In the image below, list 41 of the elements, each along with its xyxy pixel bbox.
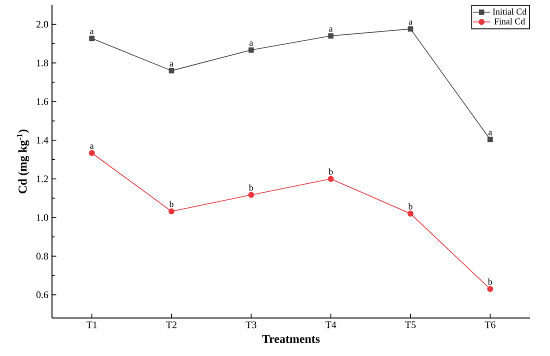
- point: [248, 47, 254, 53]
- annotation: a: [90, 144, 94, 149]
- y-tick-label: 1.0: [36, 214, 48, 221]
- annotation: b: [488, 278, 492, 285]
- annotation: a: [170, 62, 174, 67]
- annotation: b: [328, 168, 333, 175]
- y-tick-label: 2.0: [36, 20, 48, 28]
- point: [89, 36, 95, 42]
- y-tick-label: 0.8: [36, 252, 48, 260]
- point: [487, 286, 494, 292]
- point: [168, 68, 174, 74]
- annotation: a: [249, 42, 254, 46]
- annotation: b: [248, 184, 254, 191]
- point: [328, 176, 334, 182]
- y-axis-title: Cd (mg kg$^{-1}$): [16, 130, 30, 194]
- point: [487, 136, 493, 142]
- y-tick-label: 1.8: [36, 60, 48, 66]
- annotation: a: [408, 20, 412, 25]
- annotation: b: [169, 200, 174, 208]
- point: [408, 210, 414, 217]
- point: [88, 150, 95, 156]
- x-tick-label: T6: [484, 322, 496, 328]
- annotation: a: [90, 30, 94, 34]
- point: [168, 208, 174, 214]
- y-tick-label: 1.6: [36, 98, 48, 105]
- x-tick-label: T3: [246, 322, 256, 328]
- annotation: a: [488, 130, 492, 136]
- point: [248, 192, 254, 198]
- legend-label: Initial Cd: [492, 8, 527, 15]
- x-tick-label: T1: [86, 322, 97, 328]
- legend-label: Final Cd: [494, 18, 526, 24]
- x-axis-title: Treatments: [262, 335, 320, 343]
- point: [328, 33, 334, 39]
- x-tick-label: T2: [166, 322, 176, 328]
- annotation: b: [408, 203, 412, 210]
- x-tick-label: T4: [325, 322, 336, 328]
- annotation: a: [329, 27, 333, 32]
- y-tick-label: 0.6: [36, 291, 48, 298]
- x-tick-label: T5: [405, 322, 416, 328]
- y-tick-label: 1.2: [36, 176, 48, 182]
- y-tick-label: 1.4: [36, 136, 48, 144]
